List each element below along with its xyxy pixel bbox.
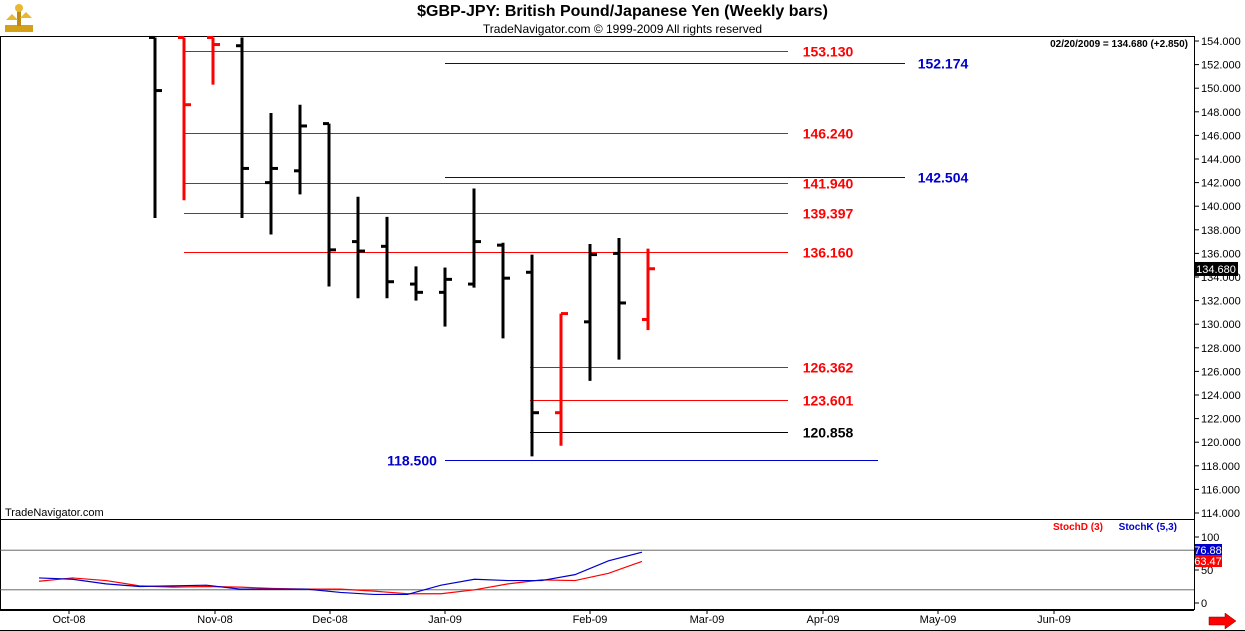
last-price-marker: 134.680: [1195, 261, 1238, 276]
price-bar: [323, 122, 336, 287]
price-bar: [526, 254, 539, 457]
price-axis: 114.000 116.000 118.000 120.000 122.000 124.0…: [1194, 36, 1241, 520]
level-label: 146.240: [803, 126, 854, 142]
stoch-tick-label: 0: [1201, 598, 1207, 610]
level-label: 126.362: [803, 360, 854, 376]
stoch-tick-label: 50: [1201, 565, 1213, 577]
last-price-box: [1195, 261, 1238, 276]
price-bar: [207, 35, 220, 85]
y-tick-label: 114.000: [1201, 508, 1240, 520]
watermark-text: TradeNavigator.com: [5, 507, 104, 519]
last-price-label: 134.680: [1196, 264, 1236, 276]
level-label: 141.940: [803, 176, 854, 192]
scale-logo-icon: [5, 4, 33, 32]
price-bar: [352, 196, 365, 299]
y-tick-label: 144.000: [1201, 154, 1241, 166]
price-bar: [236, 37, 249, 218]
price-bar: [439, 267, 452, 327]
stoch-last-box: [1195, 555, 1222, 567]
x-tick-label: May-09: [920, 614, 957, 626]
chart-subtitle: TradeNavigator.com © 1999-2009 All right…: [482, 22, 763, 36]
x-tick-label: Feb-09: [573, 614, 608, 626]
price-bar: [497, 242, 510, 339]
level-label: 139.397: [803, 206, 854, 222]
level-label: 152.174: [918, 56, 969, 72]
y-tick-label: 152.000: [1201, 60, 1241, 72]
price-bar: [149, 35, 162, 218]
price-bar: [265, 112, 278, 235]
price-bar: [555, 312, 568, 446]
stoch-last-label: 76.88: [1194, 545, 1222, 557]
x-tick-label: Apr-09: [806, 614, 839, 626]
y-tick-label: 150.000: [1201, 83, 1241, 95]
level-label: 153.130: [803, 44, 854, 60]
price-pane-border: [0, 36, 1195, 520]
stochd-line: [38, 560, 643, 595]
price-bar: [410, 266, 423, 301]
level-label: 123.601: [803, 393, 854, 409]
y-tick-label: 124.000: [1201, 390, 1241, 402]
level-label: 120.858: [803, 425, 854, 441]
y-tick-label: 132.000: [1201, 296, 1241, 308]
y-tick-label: 142.000: [1201, 178, 1241, 190]
stoch-last-box: [1195, 544, 1222, 556]
y-tick-label: 130.000: [1201, 319, 1241, 331]
x-tick-label: Jun-09: [1037, 614, 1071, 626]
stochk-legend: StochK (5,3): [1119, 522, 1177, 533]
level-lines: 153.130 152.174 146.240 142.504 141.940 139.3…: [184, 44, 969, 469]
stochk-line: [38, 551, 643, 596]
price-bars: [149, 35, 655, 457]
right-arrow-icon[interactable]: [1208, 612, 1237, 630]
price-bar: [642, 248, 655, 331]
y-tick-label: 122.000: [1201, 414, 1241, 426]
stochd-legend: StochD (3): [1053, 522, 1103, 533]
y-tick-label: 138.000: [1201, 225, 1241, 237]
x-tick-label: Oct-08: [52, 614, 85, 626]
level-label: 142.504: [918, 170, 969, 186]
y-tick-label: 126.000: [1201, 366, 1241, 378]
price-bar: [468, 188, 481, 288]
x-tick-label: Nov-08: [197, 614, 232, 626]
y-tick-label: 118.000: [1201, 461, 1240, 473]
stoch-last-label: 63.47: [1194, 556, 1222, 568]
date-axis: Oct-08 Nov-08 Dec-08 Jan-09 Feb-09 Mar-09 Apr-…: [52, 610, 1071, 626]
y-tick-label: 154.000: [1201, 36, 1241, 48]
chart-title: $GBP-JPY: British Pound/Japanese Yen (We…: [417, 3, 828, 20]
y-tick-label: 116.000: [1201, 484, 1240, 496]
indicator-pane-border: [0, 519, 1195, 610]
y-tick-label: 120.000: [1201, 437, 1241, 449]
stoch-tick-label: 100: [1201, 532, 1219, 544]
price-bar: [381, 216, 394, 299]
price-bar: [294, 104, 307, 195]
x-tick-label: Jan-09: [428, 614, 462, 626]
y-tick-label: 128.000: [1201, 343, 1241, 355]
y-tick-label: 136.000: [1201, 248, 1241, 260]
level-label: 136.160: [803, 245, 854, 261]
price-bar: [584, 243, 597, 381]
y-tick-label: 148.000: [1201, 107, 1241, 119]
status-readout: 02/20/2009 = 134.680 (+2.850): [1050, 39, 1188, 50]
price-bar: [178, 35, 191, 201]
y-tick-label: 140.000: [1201, 201, 1241, 213]
price-bar: [613, 238, 626, 360]
level-label: 118.500: [387, 453, 437, 469]
x-tick-label: Mar-09: [690, 614, 725, 626]
y-tick-label: 146.000: [1201, 130, 1241, 142]
x-tick-label: Dec-08: [312, 614, 347, 626]
